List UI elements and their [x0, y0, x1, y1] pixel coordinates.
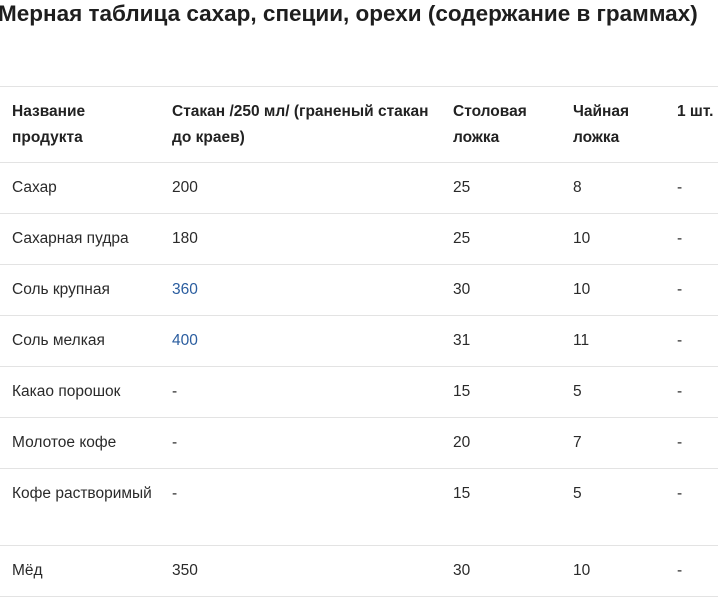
header-product-name: Название продукта	[0, 86, 160, 163]
cell-teaspoon: 5	[561, 366, 665, 418]
cell-tablespoon: 25	[441, 213, 561, 265]
cell-product: Кофе растворимый	[0, 468, 160, 546]
header-tablespoon: Столовая ложка	[441, 86, 561, 163]
cell-tablespoon: 15	[441, 468, 561, 546]
table-row: Соль мелкая 400 31 11 -	[0, 315, 718, 367]
cell-glass-link[interactable]: 400	[160, 315, 441, 367]
table-row: Кофе растворимый - 15 5 -	[0, 468, 718, 546]
cell-teaspoon: 10	[561, 213, 665, 265]
cell-glass-link[interactable]: 360	[160, 264, 441, 316]
header-per-piece: 1 шт.	[665, 86, 718, 163]
table-row: Мёд 350 30 10 -	[0, 545, 718, 597]
cell-piece: -	[665, 366, 718, 418]
cell-tablespoon: 25	[441, 162, 561, 214]
table-header-row: Название продукта Стакан /250 мл/ (гране…	[0, 86, 718, 163]
cell-teaspoon: 7	[561, 417, 665, 469]
cell-glass: -	[160, 468, 441, 546]
page-title: Мерная таблица сахар, специи, орехи (сод…	[0, 1, 698, 26]
cell-teaspoon: 8	[561, 162, 665, 214]
cell-teaspoon: 10	[561, 264, 665, 316]
cell-tablespoon: 30	[441, 264, 561, 316]
cell-glass: -	[160, 366, 441, 418]
cell-teaspoon: 5	[561, 468, 665, 546]
cell-product: Сахарная пудра	[0, 213, 160, 265]
cell-tablespoon: 15	[441, 366, 561, 418]
cell-glass: 180	[160, 213, 441, 265]
cell-product: Какао порошок	[0, 366, 160, 418]
cell-piece: -	[665, 213, 718, 265]
header-teaspoon: Чайная ложка	[561, 86, 665, 163]
measurement-table-container: Название продукта Стакан /250 мл/ (гране…	[0, 86, 718, 597]
cell-product: Соль мелкая	[0, 315, 160, 367]
cell-piece: -	[665, 417, 718, 469]
cell-glass: -	[160, 417, 441, 469]
table-row: Молотое кофе - 20 7 -	[0, 417, 718, 469]
table-row: Соль крупная 360 30 10 -	[0, 264, 718, 316]
table-row: Сахарная пудра 180 25 10 -	[0, 213, 718, 265]
cell-piece: -	[665, 315, 718, 367]
cell-tablespoon: 20	[441, 417, 561, 469]
cell-glass: 200	[160, 162, 441, 214]
cell-glass: 350	[160, 545, 441, 597]
table-row: Сахар 200 25 8 -	[0, 162, 718, 214]
cell-piece: -	[665, 162, 718, 214]
cell-piece: -	[665, 264, 718, 316]
table-row: Какао порошок - 15 5 -	[0, 366, 718, 418]
cell-tablespoon: 31	[441, 315, 561, 367]
cell-piece: -	[665, 468, 718, 546]
cell-piece: -	[665, 545, 718, 597]
cell-product: Сахар	[0, 162, 160, 214]
cell-product: Молотое кофе	[0, 417, 160, 469]
cell-teaspoon: 11	[561, 315, 665, 367]
cell-tablespoon: 30	[441, 545, 561, 597]
header-glass: Стакан /250 мл/ (граненый стакан до крае…	[160, 86, 441, 163]
cell-product: Мёд	[0, 545, 160, 597]
cell-product: Соль крупная	[0, 264, 160, 316]
cell-teaspoon: 10	[561, 545, 665, 597]
measurement-table: Название продукта Стакан /250 мл/ (гране…	[0, 86, 718, 597]
